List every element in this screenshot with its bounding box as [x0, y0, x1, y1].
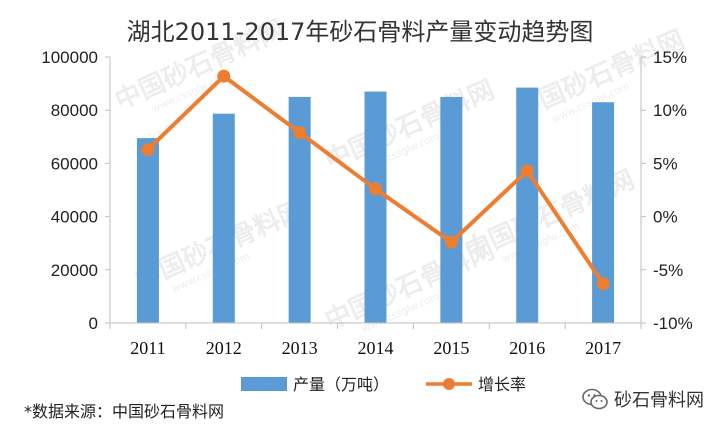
bar-2017 [592, 102, 615, 323]
growth-rate-point-2016 [520, 164, 534, 178]
left-axis-tick-label: 80000 [51, 101, 98, 120]
x-axis-tick-labels: 2011 2012 2013 2014 2015 2016 2017 [130, 338, 621, 358]
right-axis-tick-label: 15% [653, 48, 687, 67]
bar-2015 [440, 96, 463, 324]
chart-title: 湖北2011-2017年砂石骨料产量变动趋势图 [127, 18, 594, 46]
watermark-text: 中国砂石骨料网 [321, 235, 499, 336]
growth-rate-point-2015 [444, 235, 458, 249]
left-axis-tick-label: 60000 [51, 154, 98, 173]
bar-2013 [288, 96, 311, 324]
legend-line-marker [443, 378, 455, 390]
bar-2016 [516, 87, 539, 323]
left-axis-tick-label: 20000 [51, 261, 98, 280]
growth-rate-point-2012 [217, 69, 231, 83]
left-axis-tick-label: 40000 [51, 208, 98, 227]
line-series [141, 69, 610, 291]
x-axis-tick-label: 2011 [130, 338, 165, 358]
bar-2014 [364, 91, 387, 323]
brand-badge: 砂石骨料网 [582, 386, 704, 412]
left-axis-tick-labels: 0 20000 40000 60000 80000 100000 [41, 48, 110, 333]
right-axis-tick-label: -10% [653, 314, 693, 333]
left-axis-tick-label: 0 [89, 314, 98, 333]
x-axis-tick-label: 2012 [206, 338, 242, 358]
growth-rate-point-2017 [596, 277, 610, 291]
bar-series [109, 87, 642, 329]
bar-2011 [136, 138, 159, 323]
legend-line-label: 增长率 [478, 375, 526, 394]
legend-bar-label: 产量（万吨） [293, 375, 389, 394]
growth-rate-point-2011 [141, 143, 155, 157]
right-axis-tick-label: 10% [653, 101, 687, 120]
growth-rate-point-2014 [369, 182, 382, 196]
legend-bar-swatch [241, 377, 287, 391]
growth-rate-point-2013 [293, 126, 307, 140]
legend: 产量（万吨） 增长率 [241, 375, 526, 394]
x-axis-tick-label: 2017 [585, 338, 621, 358]
right-axis-tick-labels: -10% -5% 0% 5% 10% 15% [641, 48, 693, 333]
source-note: *数据来源：中国砂石骨料网 [24, 402, 225, 421]
x-axis-tick-label: 2015 [433, 338, 469, 358]
wechat-icon [582, 388, 608, 410]
x-axis-tick-label: 2016 [509, 338, 545, 358]
bar-2012 [212, 113, 235, 324]
right-axis-tick-label: 5% [653, 154, 678, 173]
left-axis-tick-label: 100000 [41, 48, 98, 67]
x-axis-tick-label: 2013 [282, 338, 318, 358]
right-axis-tick-label: -5% [653, 261, 683, 280]
watermark-text: 中国砂石骨料网 [321, 75, 499, 176]
right-axis-tick-label: 0% [653, 208, 678, 227]
x-axis-tick-label: 2014 [358, 338, 394, 358]
brand-label: 砂石骨料网 [614, 390, 704, 411]
